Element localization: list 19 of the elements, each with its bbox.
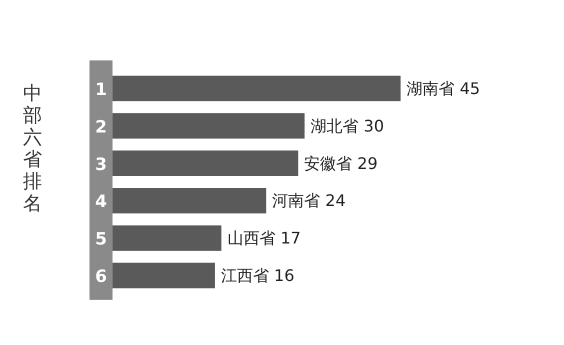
data-label: 湖北省 30 <box>310 116 384 136</box>
text: 中部六省排名 <box>23 82 42 214</box>
y-tick-label: 3 <box>95 154 107 175</box>
data-label: 江西省 16 <box>220 266 294 286</box>
y-tick-label: 1 <box>95 80 107 100</box>
data-label: 湖南省 45 <box>406 78 480 98</box>
data-label: 河南省 24 <box>272 191 346 210</box>
y-tick-label: 4 <box>95 192 108 212</box>
bar <box>112 113 305 139</box>
data-label: 山西省 17 <box>227 228 301 248</box>
bar <box>112 262 215 288</box>
y-tick-label: 2 <box>95 117 107 138</box>
y-tick-label: 5 <box>95 230 107 250</box>
bar <box>112 188 266 214</box>
data-label: 安徽省 29 <box>304 154 378 173</box>
y-tick-label: 6 <box>95 267 107 288</box>
bar <box>112 150 298 176</box>
bar <box>112 225 222 251</box>
bar <box>112 76 401 102</box>
